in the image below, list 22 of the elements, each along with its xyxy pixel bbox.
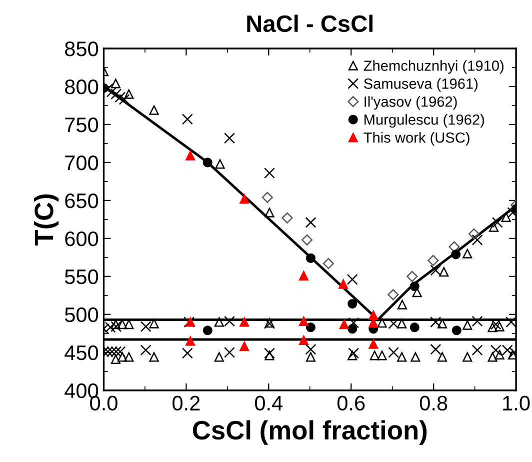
legend-label: Murgulescu (1962): [364, 114, 484, 128]
y-tick-label: 800: [65, 80, 98, 94]
chart-title: NaCl - CsCl: [247, 14, 373, 32]
x-tick-label: 0.4: [254, 396, 283, 411]
legend-label: Il'yasov (1962): [364, 96, 457, 110]
legend-label: This work (USC): [364, 132, 470, 146]
y-tick-label: 500: [64, 307, 98, 322]
x-axis-title: CsCl (mol fraction): [192, 420, 427, 445]
y-tick-label: 650: [65, 193, 98, 208]
legend-label: Zhemchuznhyi (1910): [364, 60, 504, 74]
x-tick-label: 0.8: [420, 396, 448, 411]
y-tick-label: 850: [65, 42, 98, 56]
x-tick-label: 0.2: [172, 396, 200, 411]
y-tick-label: 450: [64, 345, 98, 360]
legend-label: Samuseva (1961): [364, 78, 478, 92]
y-tick-label: 550: [64, 269, 98, 284]
x-tick-label: 1.0: [503, 396, 530, 411]
y-tick-label: 600: [65, 231, 98, 246]
y-tick-label: 700: [65, 155, 98, 170]
y-tick-label: 750: [65, 117, 98, 132]
x-tick-label: 0.6: [337, 396, 365, 411]
y-axis-title: T(C): [34, 194, 59, 246]
